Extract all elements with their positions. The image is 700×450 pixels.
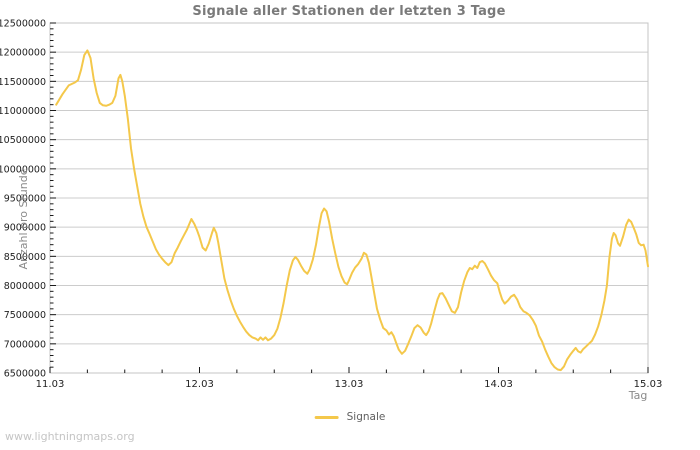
x-axis-title: Tag [628,389,648,402]
y-tick-label: 11000000 [0,106,46,117]
legend: Signale [314,411,386,423]
y-tick-label: 10500000 [0,135,46,146]
y-tick-label: 11500000 [0,77,46,88]
y-tick-label: 7000000 [4,339,46,350]
watermark: www.lightningmaps.org [5,430,135,443]
legend-line-swatch [314,415,339,419]
y-tick-label: 9500000 [4,194,46,205]
x-tick-label: 15.03 [634,379,663,390]
y-axis-title: Anzahl pro Stunde [17,168,30,270]
y-tick-label: 12500000 [0,19,46,30]
y-tick-label: 7500000 [4,310,46,321]
legend-label: Signale [346,411,386,423]
x-tick-label: 11.03 [36,379,65,390]
signal-line [55,49,649,372]
y-tick-label: 12000000 [0,48,46,59]
x-tick-label: 13.03 [335,379,364,390]
y-tick-label: 9000000 [4,223,46,234]
y-tick-label: 6500000 [4,369,46,380]
y-tick-label: 8000000 [4,281,46,292]
y-tick-label: 10000000 [0,164,46,175]
x-tick-label: 14.03 [484,379,513,390]
y-tick-label: 8500000 [4,252,46,263]
chart-title: Signale aller Stationen der letzten 3 Ta… [192,4,506,19]
x-tick-label: 12.03 [185,379,214,390]
